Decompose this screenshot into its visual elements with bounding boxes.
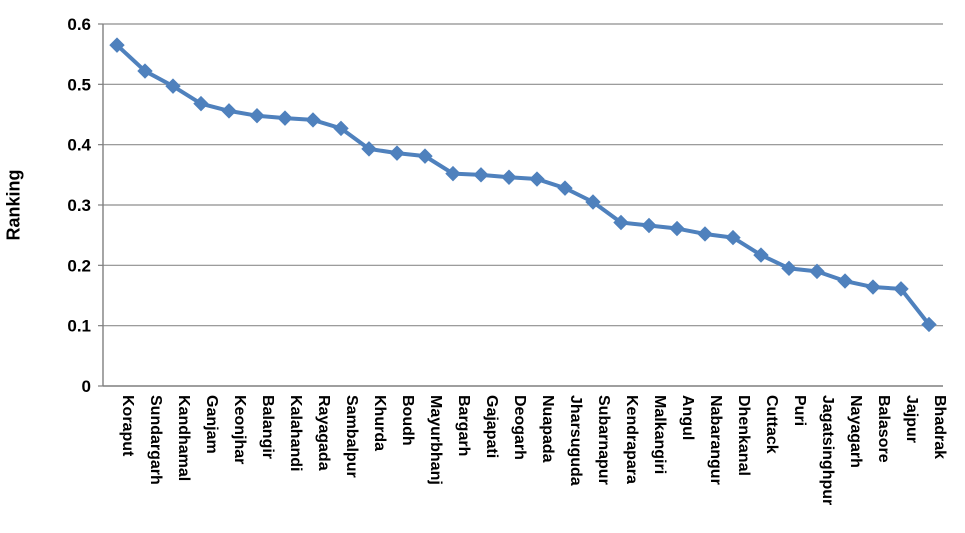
x-axis-label: Sambalpur — [343, 395, 360, 478]
x-axis-label: Rayagada — [315, 395, 332, 471]
data-point-marker — [109, 37, 125, 53]
data-point-marker — [529, 171, 545, 187]
data-point-marker — [137, 63, 153, 79]
x-axis-label: Balangir — [259, 395, 276, 459]
x-axis-label: Mayurbhanj — [427, 395, 444, 485]
x-axis-label: Nuapada — [539, 395, 556, 463]
x-axis-label: Deogarh — [511, 395, 528, 460]
y-axis-tick-label: 0.6 — [67, 15, 91, 34]
data-point-marker — [445, 165, 461, 182]
data-point-marker — [249, 107, 265, 124]
data-point-marker — [641, 217, 657, 234]
x-axis-label: Puri — [791, 395, 808, 426]
data-point-marker — [389, 145, 405, 161]
data-point-marker — [809, 263, 825, 280]
x-axis-label: Nabarangur — [707, 395, 724, 485]
x-axis-label: Kalahandi — [287, 395, 304, 471]
data-point-marker — [781, 260, 797, 277]
y-axis-tick-label: 0.4 — [67, 136, 91, 155]
x-axis-label: Nayagarh — [847, 395, 864, 468]
x-axis-label: Boudh — [399, 395, 416, 446]
data-point-marker — [613, 214, 629, 231]
x-axis-label: Cuttack — [763, 395, 780, 454]
y-axis-tick-label: 0.3 — [67, 196, 91, 215]
data-point-marker — [473, 167, 489, 183]
x-axis-label: Kendrapara — [623, 395, 640, 484]
data-point-marker — [501, 169, 517, 185]
data-point-marker — [333, 120, 349, 137]
x-axis-label: Gajapati — [483, 395, 500, 458]
x-axis-label: Angul — [679, 395, 696, 440]
x-axis-label: Jajpur — [903, 395, 920, 443]
y-axis-tick-label: 0 — [82, 377, 91, 396]
x-axis-label: Malkangiri — [651, 395, 668, 474]
x-axis-label: Bhadrak — [931, 395, 948, 459]
x-axis-label: Subarnapur — [595, 395, 612, 485]
data-point-marker — [921, 316, 937, 333]
x-axis-label: Keonjhar — [231, 395, 248, 464]
data-line — [115, 43, 931, 327]
y-axis-tick-label: 0.2 — [67, 256, 91, 275]
data-point-marker — [361, 141, 377, 157]
x-axis-label: Jharsuguda — [567, 395, 584, 486]
x-axis-label: Jagatsinghpur — [819, 395, 836, 505]
data-point-marker — [165, 78, 181, 94]
x-axis-label: Sundargarh — [147, 395, 164, 485]
data-point-marker — [753, 247, 769, 263]
data-point-marker — [837, 273, 853, 289]
data-point-marker — [725, 229, 741, 246]
x-axis-label: Ganjam — [203, 395, 220, 454]
y-axis-tick-label: 0.1 — [67, 317, 91, 336]
x-axis-label: Kandhamal — [175, 395, 192, 481]
x-axis-label: Bargarh — [455, 395, 472, 456]
data-point-marker — [277, 110, 293, 126]
x-axis-label: Khurda — [371, 395, 388, 451]
data-point-marker — [893, 281, 909, 297]
y-axis-tick-label: 0.5 — [67, 75, 91, 94]
x-axis-label: Balasore — [875, 395, 892, 463]
data-point-marker — [697, 226, 713, 242]
x-axis-label: Koraput — [119, 395, 136, 457]
data-point-marker — [669, 220, 685, 237]
data-point-marker — [585, 194, 601, 210]
data-point-marker — [557, 180, 573, 196]
data-point-marker — [305, 112, 321, 128]
x-axis-label: Dhenkanal — [735, 395, 752, 476]
data-point-marker — [221, 103, 237, 119]
data-point-marker — [865, 279, 881, 295]
data-point-marker — [417, 148, 433, 164]
data-point-marker — [193, 95, 209, 112]
